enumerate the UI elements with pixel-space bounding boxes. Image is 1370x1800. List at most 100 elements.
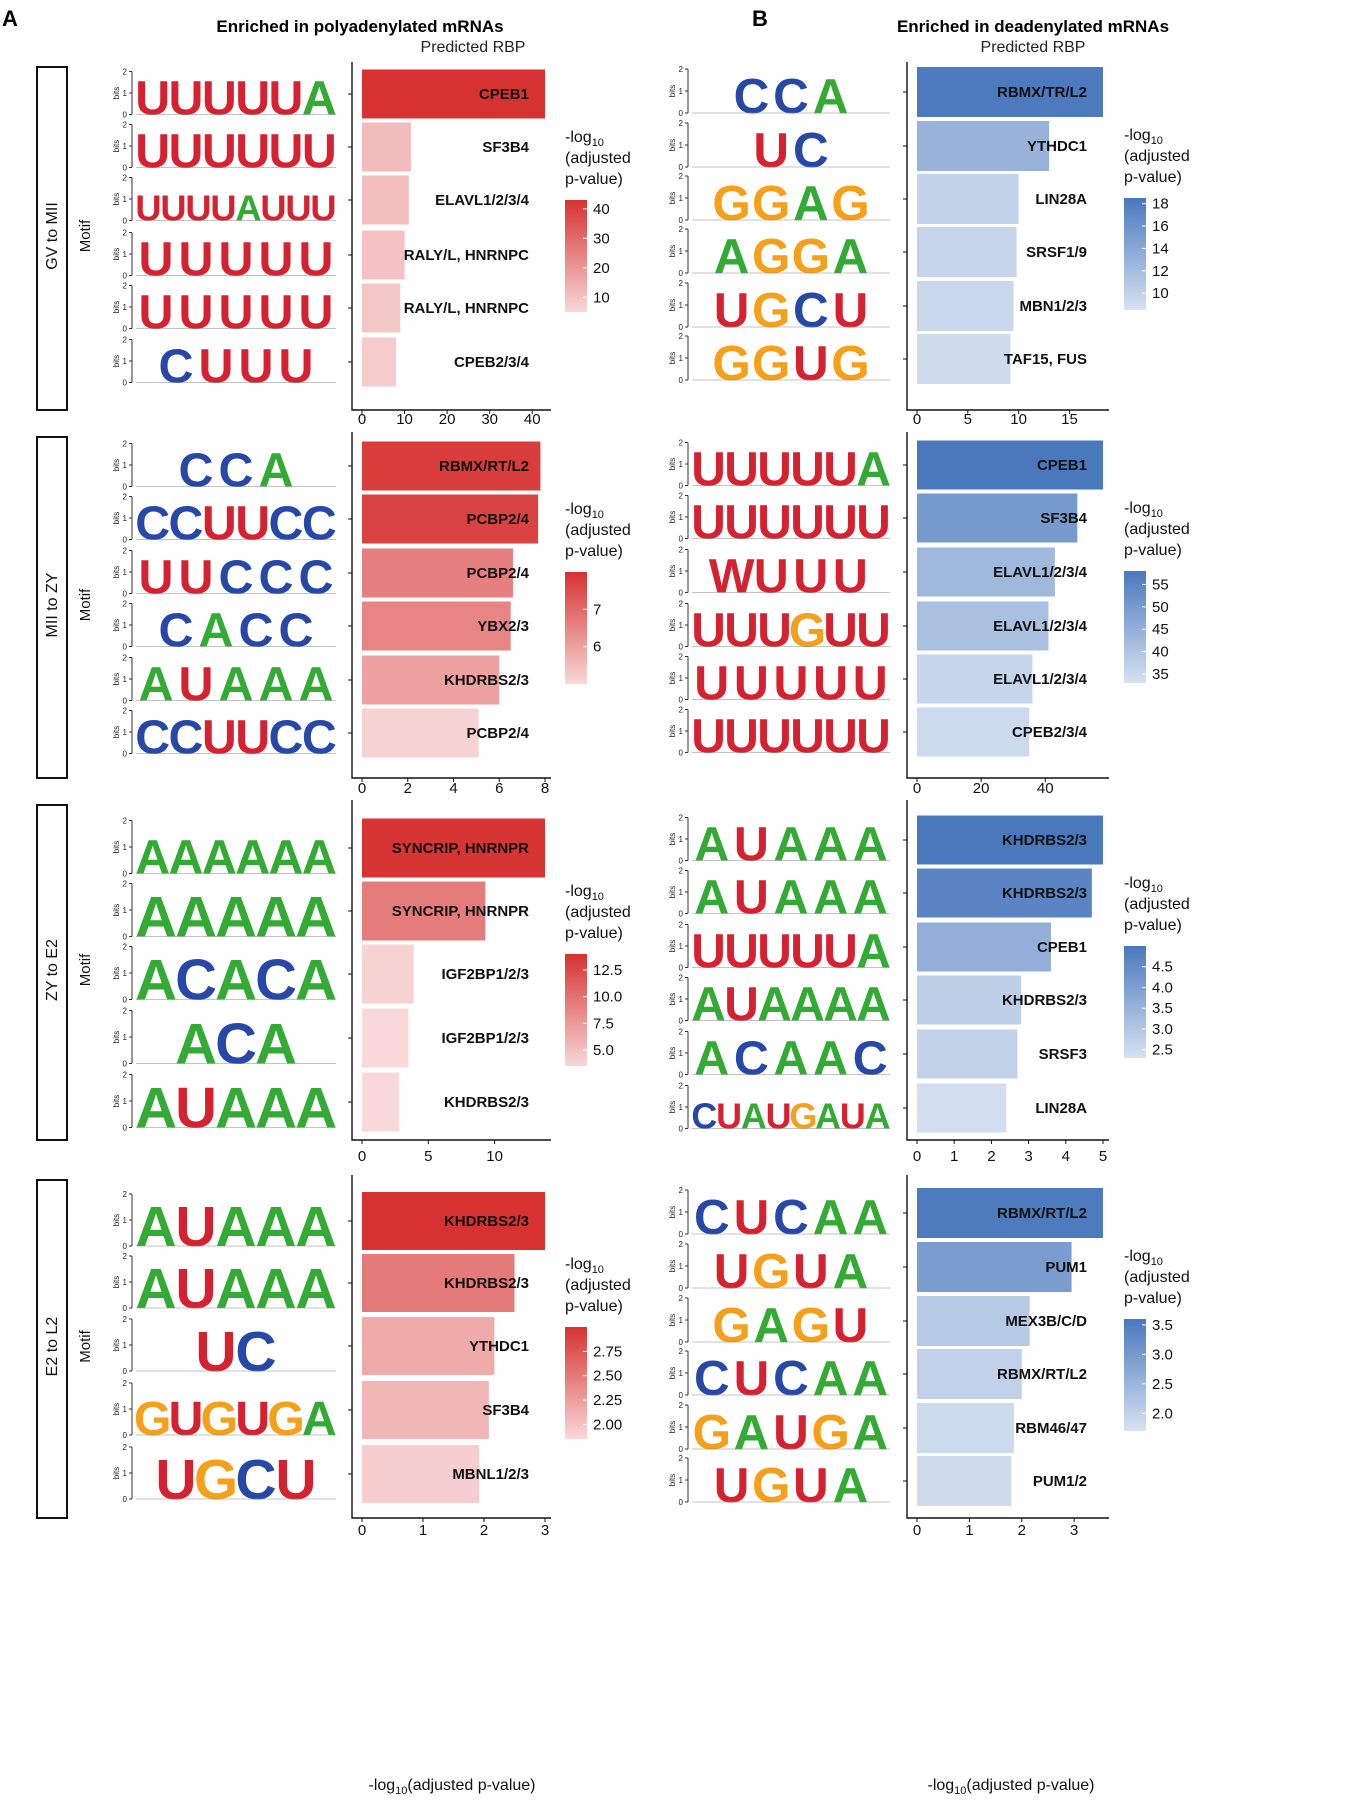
legend-tick: 10.0 [593, 989, 622, 1006]
motif-letter: A [215, 949, 257, 1013]
motif-letter: U [179, 551, 214, 605]
legend-title: -log10 [565, 883, 604, 903]
motif-letter: U [175, 1257, 216, 1321]
motif-letter: U [175, 1195, 216, 1259]
x-tick: 3 [1070, 1522, 1078, 1539]
motif-letter: U [757, 444, 792, 497]
bits-tick: 2 [123, 336, 128, 345]
motif-letter: C [175, 949, 217, 1013]
motif-axis-label: Motif [77, 588, 94, 621]
legend-tick: 2.00 [593, 1416, 622, 1433]
bar [917, 174, 1019, 224]
bits-tick: 2 [679, 600, 684, 609]
bar-label: SF3B4 [482, 1402, 529, 1419]
legend-title: -log10 [1124, 875, 1163, 895]
motif-letter: C [734, 1032, 769, 1086]
motif-letter: A [135, 831, 170, 885]
bar-label: IGF2BP1/2/3 [441, 1030, 529, 1047]
legend-tick: 16 [1152, 218, 1169, 235]
motif-logo: 2 1 0 bits A G G A [668, 225, 890, 284]
motif-letter: U [269, 125, 304, 179]
motif-letter: U [823, 926, 858, 979]
x-tick: 0 [358, 1148, 366, 1165]
bits-label: bits [112, 1276, 121, 1288]
bits-label: bits [668, 192, 677, 204]
bar [362, 1445, 480, 1503]
motif-letter: A [793, 176, 829, 231]
legend-tick: 40 [593, 201, 610, 218]
legend-tick: 30 [593, 230, 610, 247]
legend-title-line: (adjusted [1124, 148, 1190, 165]
bits-tick: 0 [679, 964, 684, 973]
legend-colorbar [565, 1327, 587, 1439]
motif-letter: A [833, 1458, 869, 1513]
bits-tick: 0 [679, 1071, 684, 1080]
motif-letter: U [793, 336, 829, 391]
bits-label: bits [668, 833, 677, 845]
bits-tick: 1 [123, 1097, 128, 1106]
legend-tick: 2.5 [1152, 1376, 1173, 1393]
motif-letter: U [259, 233, 294, 287]
bits-tick: 0 [123, 325, 128, 334]
motif-letter: U [716, 1097, 742, 1137]
motif-letter: A [833, 229, 869, 284]
motif-letter: U [202, 497, 237, 551]
bar-label: PUM1 [1045, 1259, 1087, 1276]
bar [362, 230, 405, 280]
motif-letter: U [790, 926, 825, 979]
stage-box [36, 1179, 68, 1519]
motif-letter: U [757, 711, 792, 764]
panel-letter-a: A [2, 6, 18, 31]
bits-tick: 1 [679, 1262, 684, 1271]
bar [917, 227, 1017, 277]
motif-letter: A [135, 1077, 177, 1141]
x-tick: 20 [439, 411, 456, 428]
bar-label: KHDRBS2/3 [1002, 885, 1087, 902]
motif-letter: C [302, 497, 337, 551]
bits-label: bits [112, 355, 121, 367]
motif-letter: A [269, 831, 304, 885]
legend-tick: 12 [1152, 263, 1169, 280]
axis-frame [906, 1175, 1109, 1519]
motif-letter: G [789, 605, 826, 658]
legend-tick: 35 [1152, 666, 1169, 683]
x-tick: 4 [1062, 1148, 1070, 1165]
motif-letter: A [215, 1077, 257, 1141]
motif-letter: C [269, 711, 304, 765]
bits-tick: 1 [679, 194, 684, 203]
motif-letter: U [823, 605, 858, 658]
legend-title-line: p-value) [565, 171, 623, 188]
bits-tick: 2 [123, 600, 128, 609]
motif-letter: A [295, 1077, 337, 1141]
bar-label: SF3B4 [1040, 510, 1087, 527]
bits-tick: 2 [123, 880, 128, 889]
bits-tick: 1 [679, 1049, 684, 1058]
bits-tick: 2 [123, 121, 128, 130]
x-tick: 2 [480, 1522, 488, 1539]
motif-letter: C [793, 283, 829, 338]
bar [917, 1456, 1012, 1506]
motif-letter: C [259, 551, 294, 605]
bits-label: bits [668, 993, 677, 1005]
motif-axis-label: Motif [77, 953, 94, 986]
motif-letter: A [694, 1032, 729, 1086]
x-tick: 0 [913, 411, 921, 428]
bar-label: MBN1/2/3 [1019, 298, 1087, 315]
motif-letter: A [741, 1097, 767, 1137]
motif-letter: G [712, 1298, 750, 1353]
motif-letter: G [194, 1448, 238, 1512]
x-tick: 30 [481, 411, 498, 428]
motif-letter: C [773, 1351, 809, 1406]
motif-logo: 2 1 0 bits ACA [112, 1007, 336, 1077]
bits-tick: 1 [123, 461, 128, 470]
bits-tick: 1 [679, 1423, 684, 1432]
motif-letter: C [169, 711, 204, 765]
motif-letter: A [757, 979, 792, 1032]
motif-letter: C [255, 949, 297, 1013]
